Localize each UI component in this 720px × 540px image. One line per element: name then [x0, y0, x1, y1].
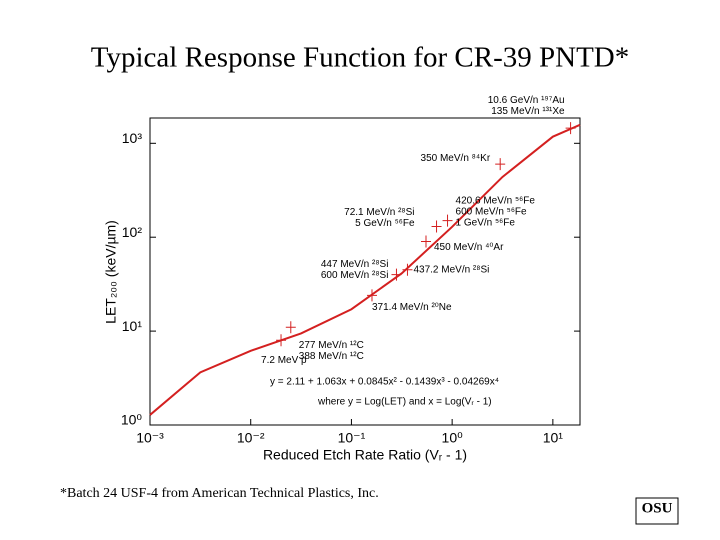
annotation: 600 MeV/n ⁵⁶Fe	[456, 206, 528, 217]
logo: OSU	[642, 500, 673, 516]
y-axis-label: LET₂₀₀ (keV/µm)	[103, 220, 119, 324]
annotation: 447 MeV/n ²⁸Si	[321, 259, 389, 270]
annotation: 72.1 MeV/n ²⁸Si	[344, 207, 414, 218]
x-tick-label: 10⁰	[442, 430, 464, 446]
data-cross	[366, 289, 377, 302]
annotation: 5 GeV/n ⁵⁶Fe	[355, 218, 415, 229]
annotation: 10.6 GeV/n ¹⁹⁷Au	[488, 95, 565, 106]
annotation: 1 GeV/n ⁵⁶Fe	[456, 217, 516, 228]
data-cross	[495, 158, 506, 171]
data-cross	[431, 220, 442, 233]
y-tick-label: 10⁰	[121, 412, 143, 428]
footnote: *Batch 24 USF-4 from American Technical …	[60, 486, 379, 501]
logo-frame	[635, 497, 679, 525]
equation: where y = Log(LET) and x = Log(Vᵣ - 1)	[317, 397, 492, 408]
y-tick-label: 10¹	[122, 318, 143, 334]
annotation: 277 MeV/n ¹²C	[299, 340, 364, 351]
data-cross	[442, 214, 453, 227]
data-cross	[420, 235, 431, 248]
annotation: 437.2 MeV/n ²⁸Si	[413, 264, 489, 275]
annotation: 388 MeV/n ¹²C	[299, 351, 364, 362]
data-cross	[276, 334, 287, 347]
x-tick-label: 10⁻³	[136, 430, 164, 446]
y-tick-label: 10²	[122, 224, 143, 240]
plot-frame	[149, 117, 581, 426]
equation: y = 2.11 + 1.063x + 0.0845x² - 0.1439x³ …	[270, 377, 499, 388]
data-cross	[565, 122, 576, 135]
x-tick-label: 10⁻²	[237, 430, 265, 446]
x-tick-label: 10⁻¹	[338, 430, 366, 446]
x-axis-label: Reduced Etch Rate Ratio (Vᵣ - 1)	[263, 447, 467, 463]
y-tick-label: 10³	[122, 130, 143, 146]
response-curve	[149, 123, 581, 416]
annotation: 350 MeV/n ⁸⁴Kr	[421, 153, 491, 164]
annotation: 371.4 MeV/n ²⁰Ne	[372, 302, 452, 313]
annotation: 450 MeV/n ⁴⁰Ar	[434, 242, 504, 253]
data-cross	[391, 268, 402, 281]
data-cross	[285, 321, 296, 334]
x-tick-label: 10¹	[543, 430, 564, 446]
annotation: 135 MeV/n ¹³¹Xe	[491, 106, 565, 117]
annotation: 7.2 MeV p	[261, 355, 307, 366]
data-cross	[402, 263, 413, 276]
annotation: 420.6 MeV/n ⁵⁶Fe	[456, 195, 536, 206]
annotation: 600 MeV/n ²⁸Si	[321, 270, 389, 281]
slide-title: Typical Response Function for CR-39 PNTD…	[91, 42, 629, 74]
